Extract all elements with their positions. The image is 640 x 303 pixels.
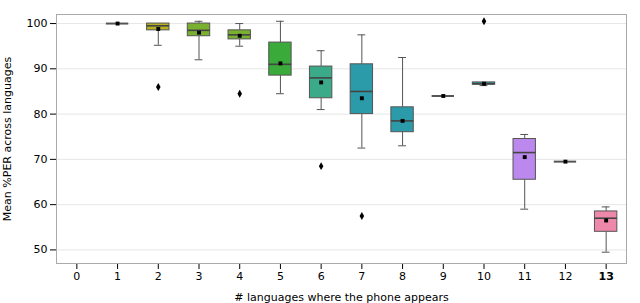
svg-text:3: 3 bbox=[196, 270, 203, 283]
svg-text:9: 9 bbox=[440, 270, 447, 283]
svg-text:2: 2 bbox=[155, 270, 162, 283]
svg-text:1: 1 bbox=[114, 270, 121, 283]
svg-text:6: 6 bbox=[318, 270, 325, 283]
svg-text:5: 5 bbox=[277, 270, 284, 283]
svg-text:60: 60 bbox=[34, 198, 48, 211]
svg-text:11: 11 bbox=[518, 270, 532, 283]
svg-text:# languages where the phone ap: # languages where the phone appears bbox=[234, 291, 449, 303]
svg-text:70: 70 bbox=[34, 153, 48, 166]
svg-text:7: 7 bbox=[358, 270, 365, 283]
svg-text:0: 0 bbox=[73, 270, 80, 283]
svg-text:12: 12 bbox=[558, 270, 572, 283]
svg-text:13: 13 bbox=[598, 270, 613, 283]
svg-text:Mean %PER across languages: Mean %PER across languages bbox=[1, 57, 14, 222]
svg-text:100: 100 bbox=[27, 17, 48, 30]
svg-text:80: 80 bbox=[34, 108, 48, 121]
svg-text:90: 90 bbox=[34, 62, 48, 75]
svg-text:50: 50 bbox=[34, 243, 48, 256]
svg-text:10: 10 bbox=[477, 270, 491, 283]
svg-text:4: 4 bbox=[236, 270, 243, 283]
svg-text:8: 8 bbox=[399, 270, 406, 283]
